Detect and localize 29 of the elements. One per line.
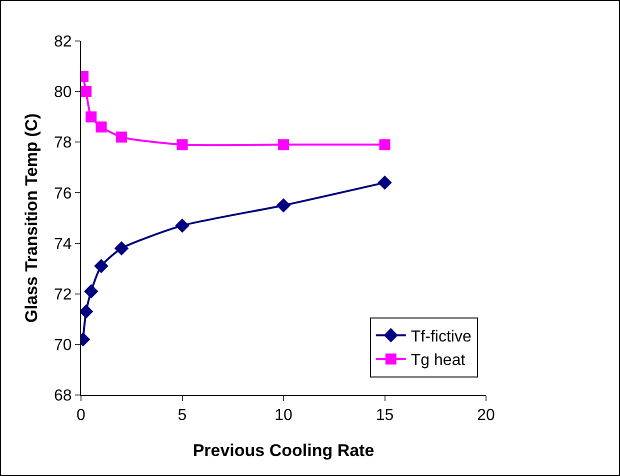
y-tick-label: 82 xyxy=(54,34,72,51)
x-tick-label: 5 xyxy=(178,407,187,424)
y-axis-title: Glass Transition Temp (C) xyxy=(22,113,41,323)
point xyxy=(176,139,188,150)
point xyxy=(81,86,92,98)
y-tick-label: 76 xyxy=(54,185,72,202)
point xyxy=(175,218,190,233)
y-tick-label: 72 xyxy=(54,286,72,304)
point xyxy=(84,284,98,298)
legend-label: Tf-fictive xyxy=(410,328,472,346)
y-tick-label: 68 xyxy=(54,388,72,405)
point xyxy=(94,258,108,274)
y-tick-label: 74 xyxy=(54,236,72,253)
point xyxy=(114,241,129,256)
y-tick-label: 78 xyxy=(54,134,72,152)
point xyxy=(379,139,390,150)
x-tick-label: 15 xyxy=(376,407,394,424)
point xyxy=(116,132,127,143)
x-tick-label: 0 xyxy=(76,407,86,424)
x-axis-title: Previous Cooling Rate xyxy=(192,441,374,460)
y-tick-label: 80 xyxy=(54,84,72,102)
point xyxy=(86,111,97,122)
x-tick-label: 20 xyxy=(477,407,495,424)
point xyxy=(378,175,392,190)
point xyxy=(96,121,107,132)
point xyxy=(278,139,289,150)
point xyxy=(276,198,291,213)
y-tick-label: 70 xyxy=(54,337,72,354)
x-tick-label: 10 xyxy=(274,407,292,424)
